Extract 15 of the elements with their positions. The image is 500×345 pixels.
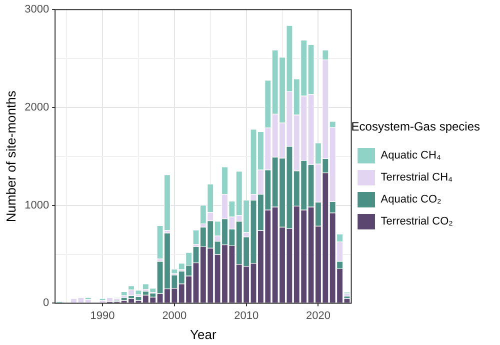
legend-label: Terrestrial CO₂ bbox=[380, 216, 453, 228]
x-tick-label: 2000 bbox=[162, 310, 187, 322]
legend-label: Aquatic CH₄ bbox=[380, 150, 442, 162]
legend-title: Ecosystem-Gas species bbox=[351, 120, 480, 134]
x-axis-title: Year bbox=[190, 326, 217, 342]
x-tick-label: 2020 bbox=[306, 310, 330, 322]
legend-label: Terrestrial CH₄ bbox=[380, 172, 454, 184]
y-tick-label: 1000 bbox=[24, 199, 50, 212]
y-tick-label: 2000 bbox=[24, 102, 50, 114]
legend-label: Aquatic CO₂ bbox=[380, 194, 442, 206]
y-tick-label: 3000 bbox=[24, 4, 50, 16]
y-axis-title: Number of site-months bbox=[3, 90, 18, 222]
y-tick-label: 0 bbox=[42, 297, 50, 310]
x-tick-label: 2010 bbox=[234, 310, 259, 322]
x-tick-label: 1990 bbox=[90, 310, 115, 322]
